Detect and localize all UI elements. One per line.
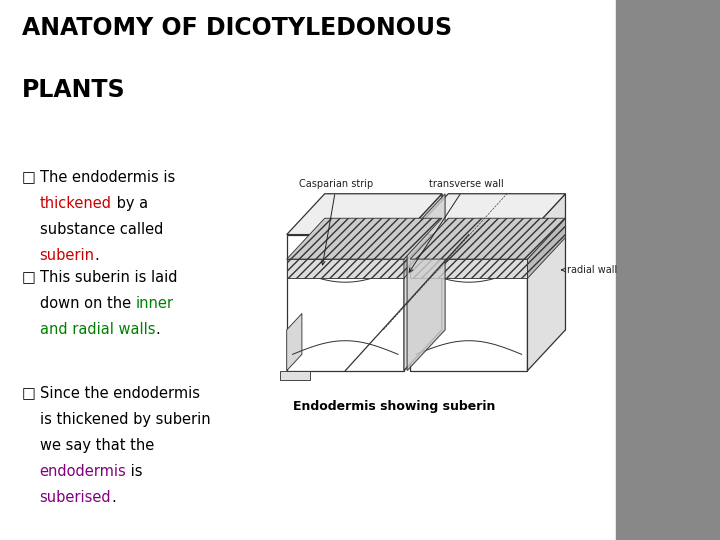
Text: and radial walls: and radial walls xyxy=(40,322,155,337)
Text: □: □ xyxy=(22,386,35,401)
Polygon shape xyxy=(410,234,528,370)
Text: down on the: down on the xyxy=(40,296,135,311)
Text: PLANTS: PLANTS xyxy=(22,78,125,102)
Text: is thickened by suberin: is thickened by suberin xyxy=(40,412,210,427)
Text: .: . xyxy=(94,248,99,263)
Polygon shape xyxy=(404,218,442,278)
Text: suberised: suberised xyxy=(40,490,111,505)
Polygon shape xyxy=(404,194,442,370)
Text: radial wall: radial wall xyxy=(562,265,618,275)
Text: we say that the: we say that the xyxy=(40,438,154,453)
Text: Since the endodermis: Since the endodermis xyxy=(40,386,199,401)
Polygon shape xyxy=(410,218,565,259)
Text: is: is xyxy=(126,464,143,479)
Polygon shape xyxy=(410,259,528,278)
Text: The endodermis is: The endodermis is xyxy=(40,170,175,185)
Text: Casparian strip: Casparian strip xyxy=(300,179,374,265)
Polygon shape xyxy=(410,194,565,234)
Text: This suberin is laid: This suberin is laid xyxy=(40,270,177,285)
Polygon shape xyxy=(528,218,565,278)
Text: □: □ xyxy=(22,270,35,285)
Text: □: □ xyxy=(22,170,35,185)
Polygon shape xyxy=(287,314,302,370)
Polygon shape xyxy=(280,370,310,380)
Text: thickened: thickened xyxy=(40,196,112,211)
Text: ANATOMY OF DICOTYLEDONOUS: ANATOMY OF DICOTYLEDONOUS xyxy=(22,16,451,40)
Polygon shape xyxy=(287,194,442,234)
Text: suberin: suberin xyxy=(40,248,94,263)
Text: .: . xyxy=(111,490,116,505)
Polygon shape xyxy=(287,259,404,278)
Text: by a: by a xyxy=(112,196,148,211)
Text: .: . xyxy=(155,322,160,337)
Text: substance called: substance called xyxy=(40,222,163,237)
Polygon shape xyxy=(528,194,565,370)
Polygon shape xyxy=(287,234,404,370)
Text: Endodermis showing suberin: Endodermis showing suberin xyxy=(293,400,495,413)
Polygon shape xyxy=(287,218,442,259)
Polygon shape xyxy=(407,194,445,370)
Text: inner: inner xyxy=(135,296,174,311)
Text: transverse wall: transverse wall xyxy=(409,179,504,272)
Text: endodermis: endodermis xyxy=(40,464,126,479)
